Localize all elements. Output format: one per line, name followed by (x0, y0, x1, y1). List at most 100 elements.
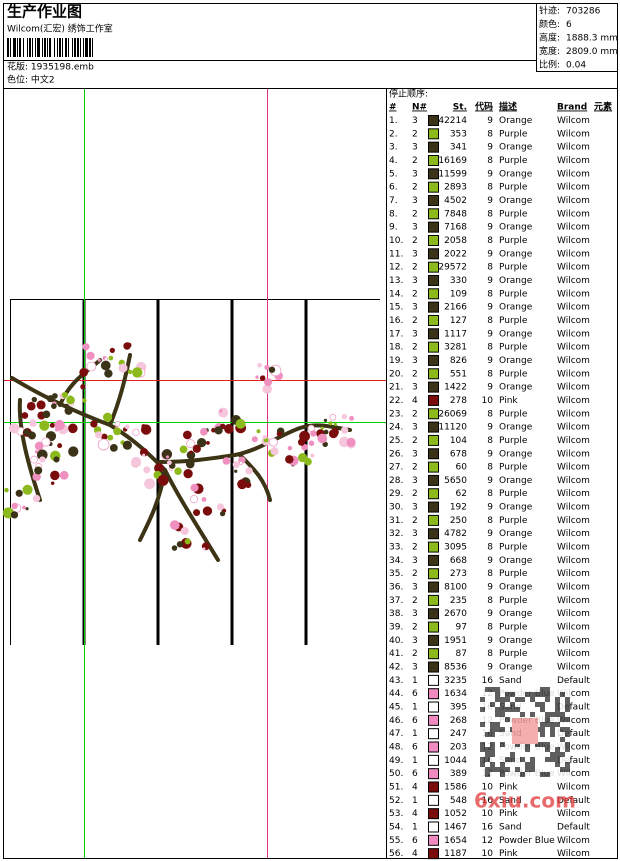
color-swatch (428, 115, 439, 126)
stitches: 278 (450, 396, 467, 406)
row-number: 38. (389, 609, 403, 619)
code: 9 (487, 449, 493, 459)
code: 8 (487, 129, 493, 139)
qr-cell (545, 692, 550, 697)
stats-box (536, 3, 618, 72)
code: 9 (487, 476, 493, 486)
barcode-bar (74, 38, 76, 57)
row-number: 49. (389, 756, 403, 766)
stitches: 1117 (444, 329, 467, 339)
stitches: 268 (450, 716, 467, 726)
qr-cell (495, 727, 500, 732)
description: Orange (499, 503, 533, 513)
brand: Default (557, 729, 590, 739)
blossom (270, 447, 279, 456)
qr-cell (535, 702, 540, 707)
description: Pink (499, 809, 518, 819)
stitches: 2058 (444, 236, 467, 246)
brand: Wilcom (557, 836, 590, 846)
blossom (216, 503, 225, 511)
brand: Wilcom (557, 143, 590, 153)
stitches: 97 (456, 623, 467, 633)
description: Purple (499, 289, 528, 299)
qr-cell (530, 692, 535, 697)
brand: Wilcom (557, 623, 590, 633)
barcode-bar (57, 38, 58, 57)
description: Orange (499, 196, 533, 206)
stat-value: 703286 (566, 7, 601, 17)
blossom (193, 509, 201, 517)
qr-cell (560, 717, 565, 722)
row-number: 11. (389, 249, 403, 259)
needle: 3 (412, 196, 418, 206)
row-number: 43. (389, 676, 403, 686)
blossom (109, 347, 115, 354)
needle: 6 (412, 743, 418, 753)
qr-cell (490, 722, 495, 727)
barcode-bar (83, 38, 84, 57)
blossom (66, 395, 75, 405)
needle: 3 (412, 356, 418, 366)
brand: Wilcom (557, 409, 590, 419)
description: Purple (499, 343, 528, 353)
qr-cell (545, 712, 550, 717)
color-swatch (428, 248, 439, 260)
stitches: 395 (450, 703, 467, 713)
brand: Wilcom (557, 476, 590, 486)
brand: Wilcom (557, 356, 590, 366)
qr-cell (545, 757, 550, 762)
blossom (11, 502, 18, 510)
subtitle: Wilcom(汇宏) 绣饰工作室 (7, 23, 113, 35)
qr-cell (540, 772, 545, 777)
blossom (190, 483, 199, 492)
barcode-bar (54, 38, 55, 57)
brand: Wilcom (557, 649, 590, 659)
qr-cell (485, 687, 490, 692)
barcode-bar (89, 38, 91, 57)
color-swatch (428, 568, 439, 580)
row-number: 4. (389, 156, 398, 166)
color-swatch (428, 181, 439, 193)
needle: 2 (412, 263, 418, 273)
needle: 6 (412, 689, 418, 699)
color-swatch (428, 528, 439, 540)
barcode-bar (92, 38, 93, 57)
blossom (257, 362, 263, 368)
needle: 3 (412, 223, 418, 233)
qr-cell (545, 687, 550, 692)
color-swatch (428, 594, 439, 606)
needle: 2 (412, 156, 418, 166)
description: Purple (499, 649, 528, 659)
qr-cell (480, 697, 485, 702)
brand: Wilcom (557, 183, 590, 193)
blossom (341, 413, 348, 420)
row-number: 56. (389, 849, 403, 859)
needle: 1 (412, 796, 418, 806)
stat-value: 6 (566, 20, 572, 30)
color-swatch (428, 621, 439, 633)
needle: 1 (412, 703, 418, 713)
blossom (10, 511, 19, 519)
row-number: 28. (389, 476, 403, 486)
code: 8 (487, 209, 493, 219)
code: 9 (487, 276, 493, 286)
row-number: 3. (389, 143, 398, 153)
description: Purple (499, 463, 528, 473)
needle: 2 (412, 596, 418, 606)
barcode-bar (59, 38, 61, 57)
description: Purple (499, 569, 528, 579)
code: 8 (487, 316, 493, 326)
qr-cell (540, 742, 545, 747)
row-number: 15. (389, 303, 403, 313)
blossom (299, 430, 310, 442)
needle: 2 (412, 463, 418, 473)
blossom (323, 429, 329, 435)
stitches: 4502 (444, 196, 467, 206)
brand: Wilcom (557, 663, 590, 673)
qr-cell (505, 697, 510, 702)
code: 9 (487, 423, 493, 433)
row-number: 34. (389, 556, 403, 566)
qr-cell (490, 732, 495, 737)
color-scheme: 色位: 中文2 (7, 74, 55, 86)
stitches: 330 (450, 276, 467, 286)
